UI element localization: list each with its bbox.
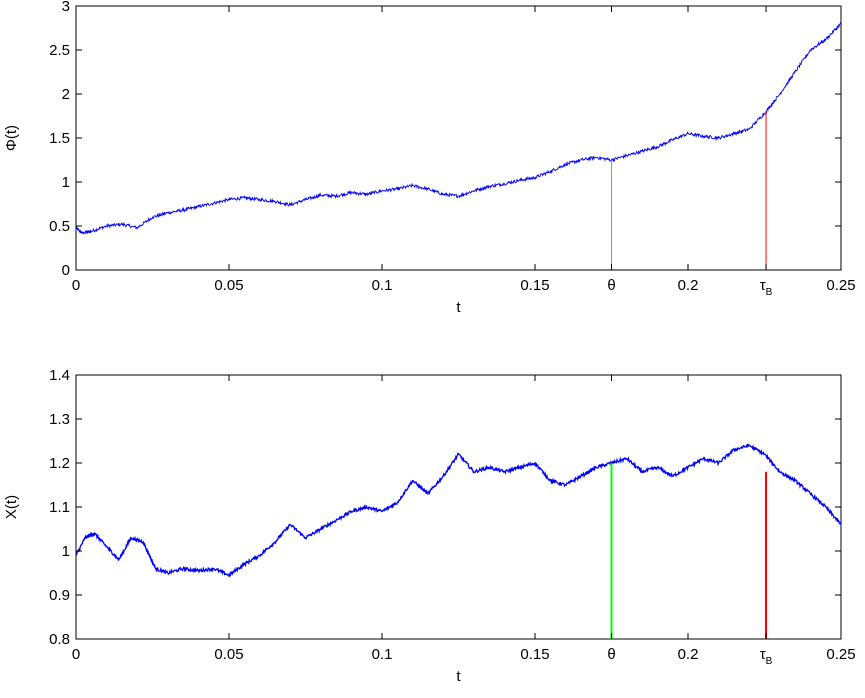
axes-frame (75, 374, 842, 640)
x-tick-label: 0.25 (826, 646, 855, 663)
phi-plot: 0 0.05 0.1 0.15 0.2 0.25 θ τB 0 0.5 1 1.5 2 2.5 3 t Φ(t) (3, 0, 856, 316)
x-tick-label: 0.1 (372, 277, 393, 294)
y-tick-label: 1.3 (49, 411, 70, 428)
x-tick-label: 0.2 (678, 277, 699, 294)
y-tick-label: 1 (62, 174, 70, 191)
y-tick-label: 1.5 (49, 130, 70, 147)
series-line (75, 443, 842, 578)
y-tick-label: 0.5 (49, 218, 70, 235)
x-axis-label: t (456, 668, 461, 685)
x-tick-label: θ (607, 277, 615, 294)
series-line (75, 22, 842, 235)
x-tick-label: τB (760, 646, 773, 667)
y-tick-label: 1.2 (49, 455, 70, 472)
y-tick-label: 1.1 (49, 499, 70, 516)
y-tick-label: 0.8 (49, 631, 70, 648)
x-tick-label: θ (607, 646, 615, 663)
x-tick-label: 0.05 (214, 646, 243, 663)
y-tick-label: 0.9 (49, 587, 70, 604)
y-tick-label: 1.4 (49, 367, 70, 384)
x-axis-label: t (456, 299, 461, 316)
x-tick-label: 0 (72, 277, 80, 294)
y-tick-label: 0 (62, 262, 70, 279)
x-tick-label: 0.1 (372, 646, 393, 663)
y-axis-label: Φ(t) (3, 125, 20, 151)
x-plot: 0 0.05 0.1 0.15 0.2 0.25 θ τB 0.8 0.9 1 1.1 1.2 1.3 1.… (3, 367, 856, 685)
y-tick-label: 3 (62, 0, 70, 15)
x-tick-label: 0.15 (520, 277, 549, 294)
y-tick-label: 1 (62, 543, 70, 560)
axes-frame (75, 5, 842, 271)
x-tick-label: 0 (72, 646, 80, 663)
y-tick-label: 2.5 (49, 42, 70, 59)
x-tick-label: 0.2 (678, 646, 699, 663)
y-tick-label: 2 (62, 86, 70, 103)
x-tick-label: 0.15 (520, 646, 549, 663)
x-tick-label: 0.05 (214, 277, 243, 294)
x-tick-label: 0.25 (826, 277, 855, 294)
x-tick-label: τB (760, 277, 773, 298)
y-axis-label: X(t) (3, 495, 20, 519)
